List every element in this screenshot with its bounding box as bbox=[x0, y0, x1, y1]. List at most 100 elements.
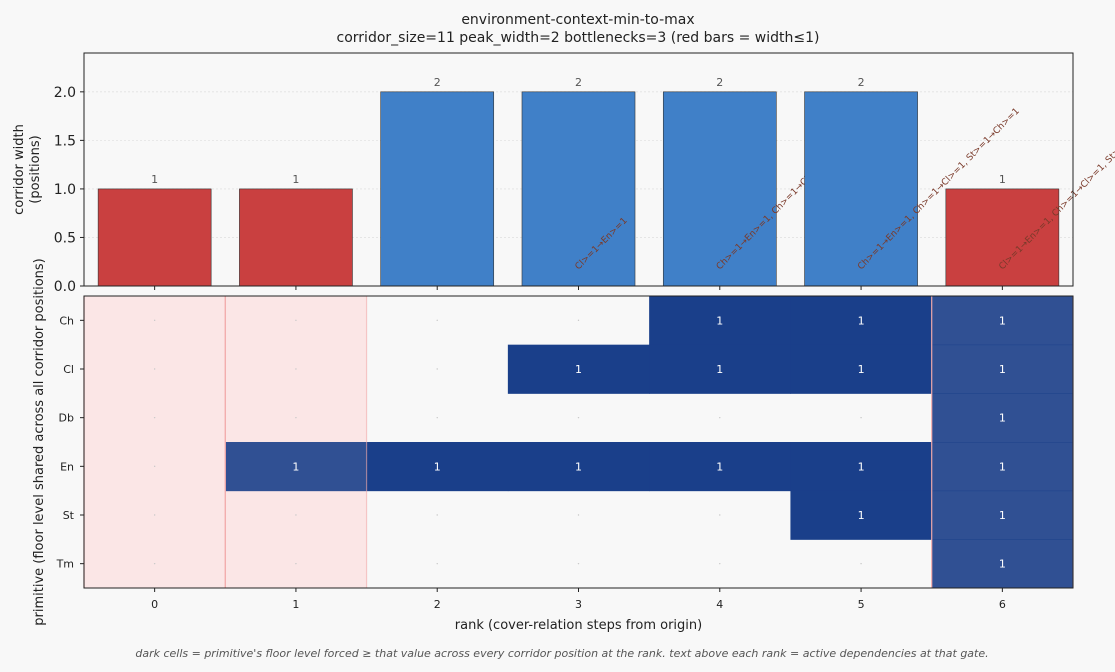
empty-cell-dot bbox=[860, 416, 862, 419]
empty-cell-dot bbox=[577, 319, 580, 322]
cell-value-label: 1 bbox=[716, 363, 723, 376]
footer-note: dark cells = primitive's floor level for… bbox=[135, 647, 988, 660]
chart-subtitle: corridor_size=11 peak_width=2 bottleneck… bbox=[337, 30, 820, 46]
heatmap-cell bbox=[649, 296, 791, 346]
heatmap-cell bbox=[649, 442, 791, 492]
empty-cell-dot bbox=[860, 562, 862, 565]
bar bbox=[239, 188, 353, 287]
bar-value-label: 1 bbox=[999, 173, 1006, 186]
y-tick-label: 2.0 bbox=[54, 85, 76, 101]
bar bbox=[804, 91, 918, 287]
bar-value-label: 1 bbox=[292, 173, 299, 186]
empty-cell-dot bbox=[153, 368, 156, 370]
heatmap: 1 1 1 1 1 1 1 1 1 1 1 1 1 1 1 1 1 Ch Cl Db En St Tm 0 1 2 3 4 5 6 rank… bbox=[32, 258, 1074, 633]
empty-cell-dot bbox=[295, 416, 297, 419]
empty-cell-dot bbox=[153, 514, 156, 516]
bar-chart: 0.00.51.01.52.01 12 2Cl>=1→En>=12Ch>=1→En>… bbox=[12, 52, 1115, 295]
cell-value-label: 1 bbox=[858, 509, 865, 522]
cell-value-label: 1 bbox=[858, 314, 865, 327]
column-label: 3 bbox=[575, 598, 582, 611]
empty-cell-dot bbox=[436, 514, 438, 516]
heatmap-cell bbox=[931, 539, 1074, 589]
y-axis-label-line-1: corridor width bbox=[12, 124, 27, 215]
column-label: 6 bbox=[999, 598, 1006, 611]
empty-cell-dot bbox=[436, 319, 438, 322]
empty-cell-dot bbox=[436, 416, 438, 419]
empty-cell-dot bbox=[295, 368, 297, 370]
column-label: 0 bbox=[151, 598, 158, 611]
empty-cell-dot bbox=[436, 368, 438, 370]
cell-value-label: 1 bbox=[434, 460, 441, 473]
y-tick-label: 0.0 bbox=[54, 279, 76, 295]
empty-cell-dot bbox=[295, 514, 297, 516]
x-axis-label: rank (cover-relation steps from origin) bbox=[455, 618, 702, 633]
empty-cell-dot bbox=[295, 319, 297, 322]
cell-value-label: 1 bbox=[999, 363, 1006, 376]
empty-cell-dot bbox=[153, 319, 156, 322]
bar bbox=[945, 188, 1060, 287]
cell-value-label: 1 bbox=[999, 460, 1006, 473]
heatmap-cell bbox=[790, 296, 933, 346]
bottleneck-column-highlight bbox=[84, 296, 226, 588]
y-axis-label-line-2: (positions) bbox=[28, 135, 43, 203]
bar-value-label: 2 bbox=[434, 76, 441, 89]
cell-value-label: 1 bbox=[999, 558, 1006, 571]
column-label: 1 bbox=[292, 598, 299, 611]
cell-value-label: 1 bbox=[999, 412, 1006, 425]
heatmap-cell bbox=[790, 442, 933, 492]
heatmap-cell bbox=[931, 344, 1074, 394]
heatmap-cell bbox=[507, 442, 650, 492]
empty-cell-dot bbox=[577, 514, 580, 516]
bar-value-label: 2 bbox=[716, 76, 723, 89]
column-label: 4 bbox=[716, 598, 723, 611]
y-tick-label: 0.5 bbox=[54, 230, 76, 246]
cell-value-label: 1 bbox=[575, 460, 582, 473]
heatmap-cell bbox=[507, 344, 650, 394]
heatmap-cell bbox=[366, 442, 509, 492]
bar bbox=[521, 91, 636, 287]
heatmap-y-axis-label: primitive (floor level shared across all… bbox=[32, 258, 47, 625]
heatmap-cell bbox=[790, 344, 933, 394]
empty-cell-dot bbox=[719, 514, 721, 516]
cell-value-label: 1 bbox=[575, 363, 582, 376]
bar-axes-frame bbox=[83, 52, 1074, 287]
cell-value-label: 1 bbox=[858, 460, 865, 473]
bar bbox=[662, 91, 777, 287]
bar-value-label: 2 bbox=[575, 76, 582, 89]
cell-value-label: 1 bbox=[716, 314, 723, 327]
cell-value-label: 1 bbox=[716, 460, 723, 473]
heatmap-cell bbox=[931, 490, 1074, 540]
heatmap-cell bbox=[931, 442, 1074, 492]
heatmap-cell bbox=[649, 344, 791, 394]
y-tick-label: 1.0 bbox=[54, 182, 76, 198]
column-label: 2 bbox=[434, 598, 441, 611]
empty-cell-dot bbox=[577, 416, 580, 419]
empty-cell-dot bbox=[295, 562, 297, 565]
cell-value-label: 1 bbox=[858, 363, 865, 376]
heatmap-cell bbox=[225, 442, 368, 492]
row-label: En bbox=[60, 460, 74, 473]
bar-value-label: 1 bbox=[151, 173, 158, 186]
bar bbox=[380, 91, 495, 287]
empty-cell-dot bbox=[153, 416, 156, 419]
empty-cell-dot bbox=[153, 465, 156, 468]
bar bbox=[97, 188, 212, 287]
empty-cell-dot bbox=[153, 562, 156, 565]
row-label: Db bbox=[59, 412, 74, 425]
row-label: Ch bbox=[59, 314, 74, 327]
row-label: Cl bbox=[63, 363, 74, 376]
heatmap-cell bbox=[790, 490, 933, 540]
row-label: St bbox=[63, 509, 75, 522]
cell-value-label: 1 bbox=[292, 460, 299, 473]
empty-cell-dot bbox=[577, 562, 580, 565]
row-label: Tm bbox=[56, 558, 74, 571]
chart-title: environment-context-min-to-max bbox=[461, 12, 694, 28]
cell-value-label: 1 bbox=[999, 314, 1006, 327]
empty-cell-dot bbox=[436, 562, 438, 565]
cell-value-label: 1 bbox=[999, 509, 1006, 522]
column-label: 5 bbox=[858, 598, 865, 611]
heatmap-cell bbox=[931, 296, 1074, 346]
heatmap-cell bbox=[931, 393, 1074, 443]
bar-value-label: 2 bbox=[858, 76, 865, 89]
